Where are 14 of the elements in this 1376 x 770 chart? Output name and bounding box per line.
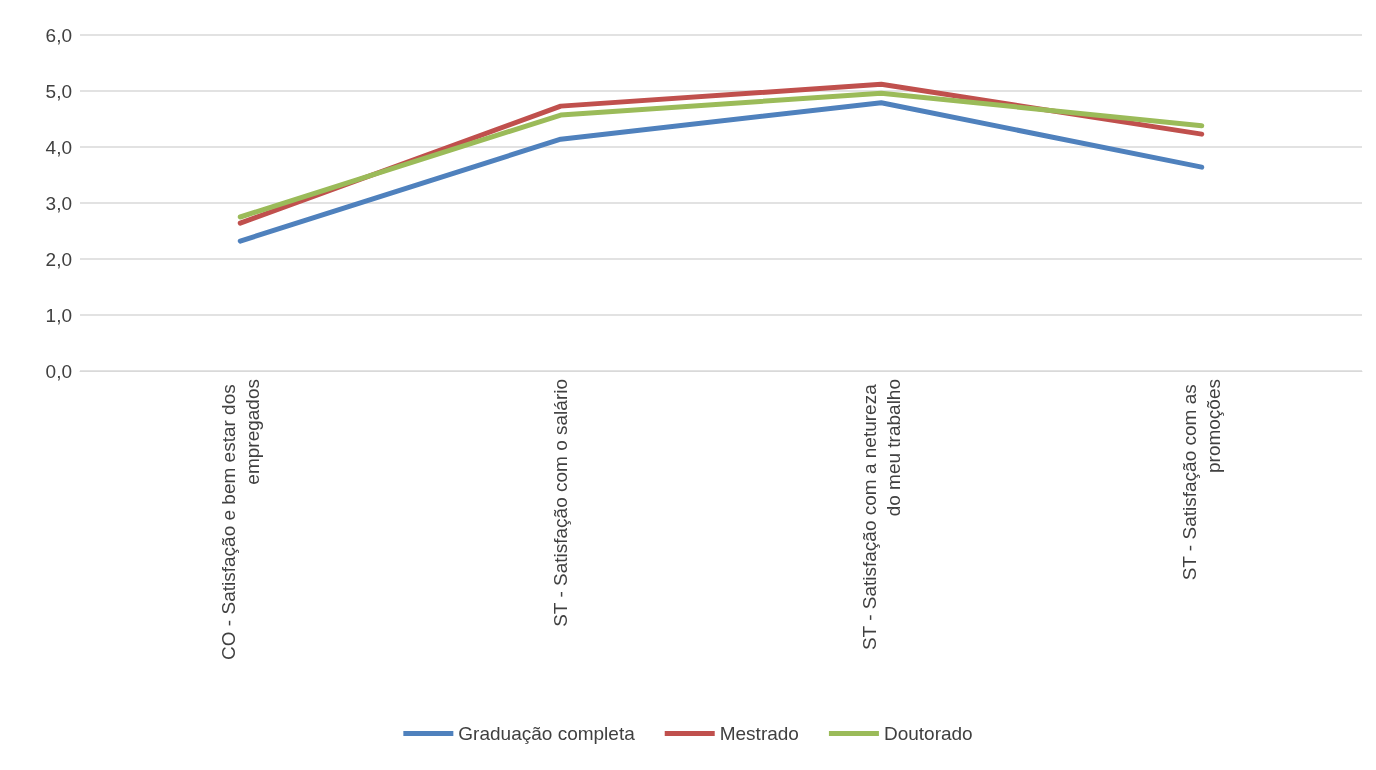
y-tick-label: 2,0 (45, 248, 72, 270)
x-tick-label: ST - Satisfação com a netureza do meu trabalho (858, 379, 904, 651)
y-tick-label: 6,0 (45, 24, 72, 46)
y-tick-label: 5,0 (45, 80, 72, 102)
x-tick-label: ST - Satisfação com o salário (550, 379, 572, 627)
legend-label: Graduação completa (458, 723, 636, 744)
legend-label: Mestrado (719, 723, 799, 744)
y-tick-label: 1,0 (45, 304, 72, 326)
legend-label: Doutorado (883, 723, 973, 744)
y-tick-label: 3,0 (45, 192, 72, 214)
y-tick-label: 4,0 (45, 136, 72, 158)
x-tick-label: ST - Satisfação com as promoções (1179, 379, 1225, 581)
y-tick-label: 0,0 (45, 360, 72, 382)
x-tick-label: CO - Satisfação e bem estar dos empregados (217, 379, 263, 660)
